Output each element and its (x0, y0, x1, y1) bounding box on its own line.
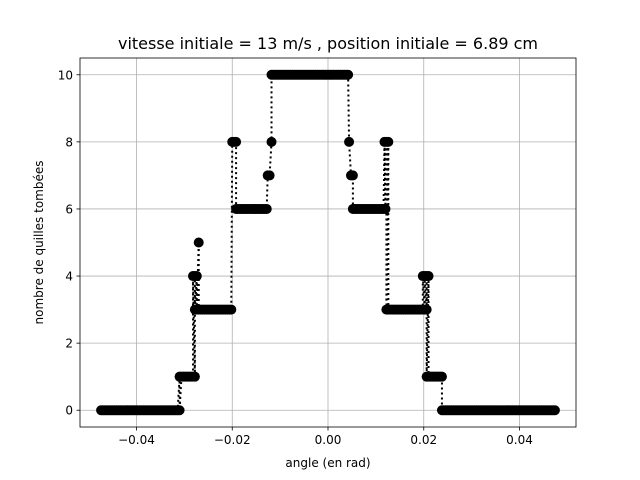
x-axis: −0.04 −0.02 0.00 0.02 0.04 (118, 427, 533, 447)
data-point (423, 271, 434, 282)
y-axis: 0 2 4 6 8 10 (58, 68, 80, 418)
data-point (347, 170, 358, 181)
data-point (191, 271, 202, 282)
y-tick-label: 0 (65, 404, 73, 418)
y-tick-label: 10 (58, 68, 73, 82)
y-tick-label: 8 (65, 135, 73, 149)
y-tick-label: 4 (65, 270, 73, 284)
data-point (189, 371, 200, 382)
x-tick-label: −0.04 (118, 433, 155, 447)
y-tick-label: 6 (65, 202, 73, 216)
data-point (549, 405, 560, 416)
data-point (261, 203, 272, 214)
data-point (380, 203, 391, 214)
data-point (344, 136, 355, 147)
y-tick-label: 2 (65, 337, 73, 351)
chart-title: vitesse initiale = 13 m/s , position ini… (118, 34, 538, 53)
data-point (343, 69, 354, 80)
series-layer (96, 69, 560, 416)
data-point (264, 170, 275, 181)
data-point (436, 371, 447, 382)
x-tick-label: 0.00 (315, 433, 342, 447)
x-axis-label: angle (en rad) (285, 456, 370, 470)
data-point (421, 304, 432, 315)
data-point (193, 237, 204, 248)
series-line (101, 73, 555, 412)
data-point (383, 136, 394, 147)
data-point (266, 136, 277, 147)
data-point (231, 136, 242, 147)
data-point (226, 304, 237, 315)
y-axis-label: nombre de quilles tombées (32, 161, 46, 325)
x-tick-label: 0.02 (410, 433, 437, 447)
x-tick-label: 0.04 (506, 433, 533, 447)
x-tick-label: −0.02 (214, 433, 251, 447)
data-point (174, 405, 185, 416)
